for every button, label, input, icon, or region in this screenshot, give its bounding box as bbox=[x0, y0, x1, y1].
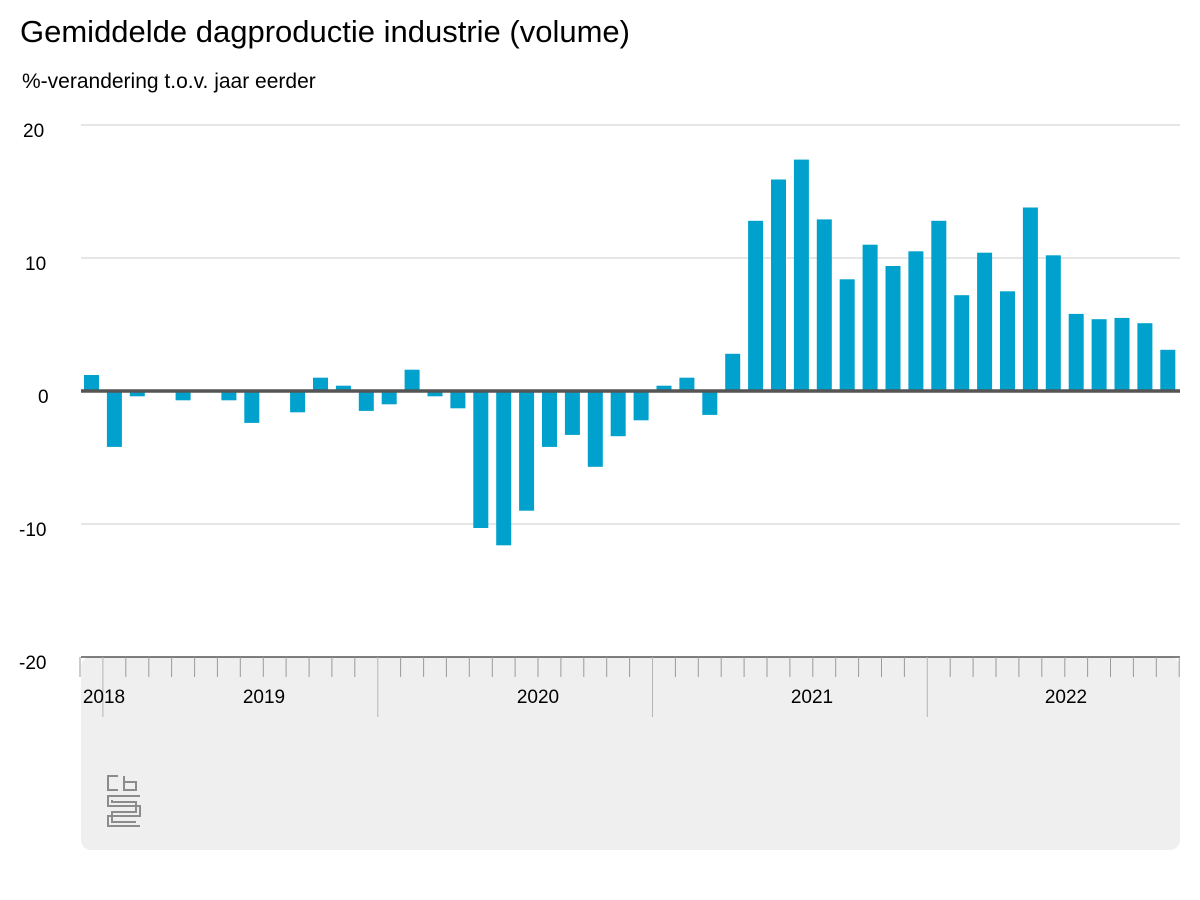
bar bbox=[656, 385, 672, 391]
bar bbox=[1114, 317, 1130, 391]
bar bbox=[771, 179, 786, 391]
bar bbox=[175, 391, 191, 401]
bar bbox=[1091, 319, 1107, 391]
bar bbox=[129, 391, 145, 397]
cbs-logo bbox=[107, 775, 141, 827]
bar bbox=[725, 353, 741, 391]
bar bbox=[1022, 207, 1038, 391]
x-year-label: 2019 bbox=[243, 687, 285, 708]
y-tick-label: -10 bbox=[19, 520, 46, 541]
y-tick-label: -20 bbox=[19, 653, 46, 674]
bar bbox=[1137, 323, 1153, 391]
bar bbox=[450, 391, 466, 409]
bar bbox=[793, 159, 809, 391]
bars-layer bbox=[84, 159, 1176, 546]
chart-subtitle: %-verandering t.o.v. jaar eerder bbox=[22, 70, 316, 93]
axis-layer bbox=[79, 389, 1180, 717]
bar bbox=[1045, 255, 1061, 391]
bar bbox=[748, 220, 764, 391]
bar bbox=[496, 391, 512, 546]
bar bbox=[244, 391, 260, 423]
grid-layer bbox=[81, 124, 1180, 525]
bar bbox=[519, 391, 535, 511]
bar bbox=[290, 391, 306, 413]
bar bbox=[908, 251, 924, 391]
bar bbox=[610, 391, 626, 437]
bar bbox=[931, 220, 947, 391]
bar bbox=[106, 391, 122, 447]
bar bbox=[335, 385, 351, 391]
chart-title: Gemiddelde dagproductie industrie (volum… bbox=[20, 14, 630, 49]
bar bbox=[977, 252, 993, 391]
bar bbox=[84, 375, 99, 391]
bar bbox=[679, 377, 695, 391]
bar bbox=[862, 244, 878, 391]
x-year-labels: 2018 2019 2020 2021 2022 bbox=[83, 687, 1087, 708]
y-tick-labels: 20 10 0 -10 -20 bbox=[19, 121, 49, 674]
bar bbox=[1000, 291, 1015, 392]
bar bbox=[381, 391, 397, 405]
bar bbox=[816, 219, 832, 391]
bar bbox=[221, 391, 237, 401]
bar bbox=[633, 391, 649, 421]
bar bbox=[313, 377, 328, 391]
x-year-label: 2018 bbox=[83, 687, 125, 708]
y-tick-label: 0 bbox=[38, 387, 49, 408]
bar bbox=[1068, 313, 1084, 391]
bar bbox=[954, 295, 970, 391]
bar bbox=[542, 391, 557, 447]
bar bbox=[885, 266, 901, 391]
y-tick-label: 20 bbox=[23, 121, 44, 142]
bar bbox=[564, 391, 580, 435]
x-axis-panel bbox=[81, 657, 1180, 850]
x-year-label: 2021 bbox=[791, 687, 833, 708]
y-tick-label: 10 bbox=[25, 254, 46, 275]
bar bbox=[587, 391, 603, 467]
bar bbox=[427, 391, 443, 397]
x-year-label: 2022 bbox=[1045, 687, 1087, 708]
bar bbox=[1160, 349, 1176, 391]
x-year-label: 2020 bbox=[517, 687, 559, 708]
bar bbox=[404, 369, 420, 391]
bar bbox=[358, 391, 374, 411]
bar bbox=[473, 391, 489, 528]
bar bbox=[702, 391, 718, 415]
bar bbox=[839, 279, 855, 391]
